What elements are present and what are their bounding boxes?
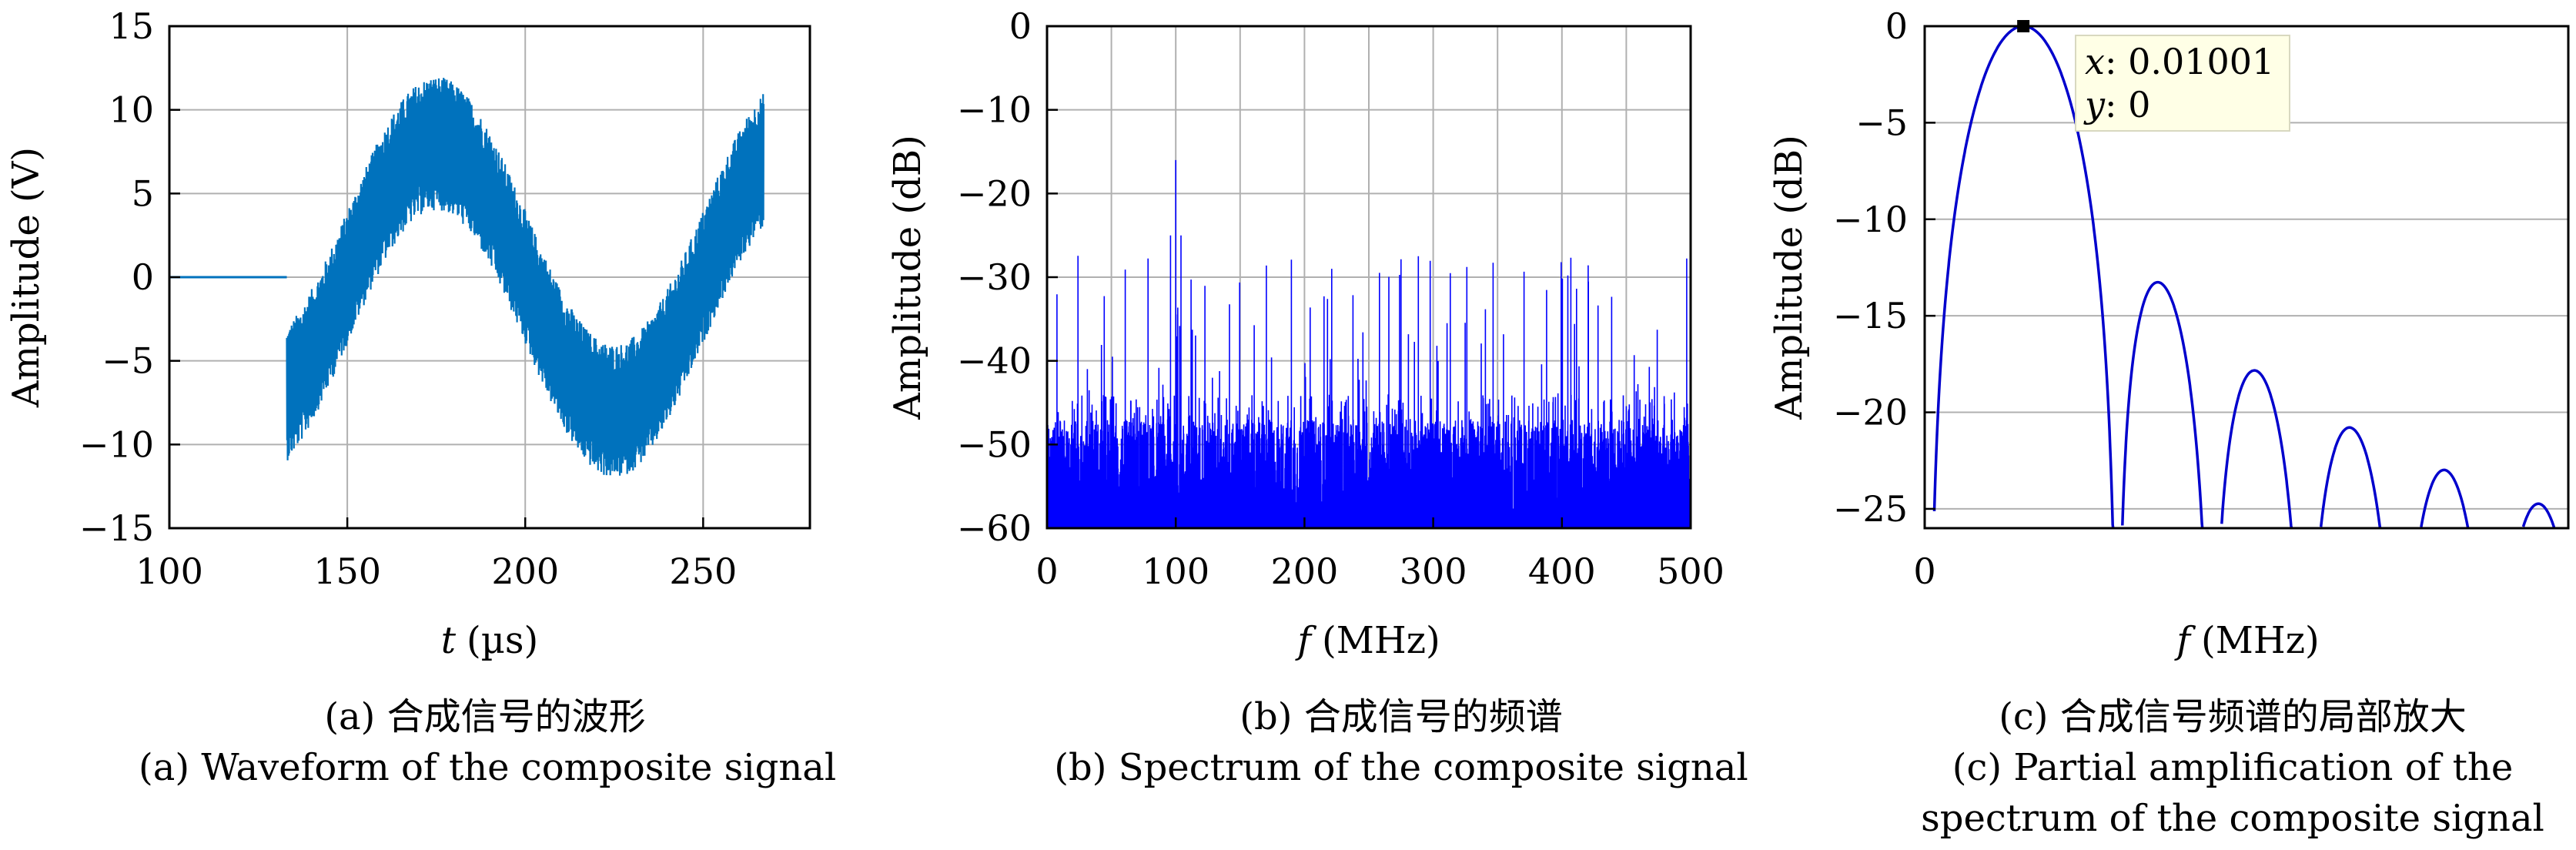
datatip-x-value: 0.01001 bbox=[2128, 41, 2274, 82]
panel-a-x-axis-label: t (µs) bbox=[441, 619, 539, 662]
y-tick-label: −15 bbox=[1833, 295, 1908, 336]
panel-c-datatip-marker bbox=[2017, 20, 2030, 32]
panel-c-x-var: f bbox=[2174, 619, 2196, 662]
y-tick-label: −5 bbox=[102, 340, 154, 382]
y-tick-label: 0 bbox=[132, 256, 154, 298]
x-tick-label: 500 bbox=[1657, 550, 1725, 592]
panel-c-datatip-x: x: 0.01001 bbox=[2085, 41, 2274, 82]
y-tick-label: 5 bbox=[132, 172, 154, 214]
y-tick-label: −40 bbox=[957, 340, 1032, 382]
x-tick-label: 100 bbox=[135, 550, 203, 592]
panel-c-ticks: 0−5−10−15−20−250 bbox=[1833, 5, 1936, 592]
panel-b-x-axis-label: f (MHz) bbox=[1295, 619, 1440, 662]
panel-a-x-var: t bbox=[441, 619, 457, 662]
y-tick-label: 15 bbox=[109, 5, 154, 47]
caption-b-en: (b) Spectrum of the composite signal bbox=[1054, 746, 1748, 789]
y-tick-label: −15 bbox=[79, 507, 154, 549]
caption-a: (a) 合成信号的波形 (a) Waveform of the composit… bbox=[139, 691, 837, 793]
datatip-x-sep: : bbox=[2105, 41, 2128, 82]
y-tick-label: −50 bbox=[957, 423, 1032, 465]
panel-b-ticks: 0 100 200 300 400 500 0 −10 −20 −30 −40 −50 −60 bbox=[957, 5, 1725, 592]
y-tick-label: −20 bbox=[957, 172, 1032, 214]
x-tick-label: 200 bbox=[1270, 550, 1338, 592]
caption-a-cn: (a) 合成信号的波形 bbox=[324, 695, 646, 738]
panel-c-axes-frame bbox=[1923, 25, 2570, 530]
panel-c-grid bbox=[1925, 122, 2568, 510]
panel-c-datatip-y: y: 0 bbox=[2083, 84, 2150, 125]
panel-a-waveform-line bbox=[169, 78, 764, 476]
x-tick-label: 0 bbox=[1913, 550, 1935, 592]
datatip-x-label: x bbox=[2085, 41, 2105, 82]
panel-b-x-unit: (MHz) bbox=[1322, 619, 1440, 662]
panel-b-spectrum: 0 100 200 300 400 500 0 −10 −20 −30 −40 −50 −60 Ampl… bbox=[886, 5, 1725, 662]
y-tick-label: 10 bbox=[109, 89, 154, 131]
datatip-y-label: y bbox=[2083, 84, 2106, 125]
caption-c-en-1: (c) Partial amplification of the bbox=[1952, 746, 2514, 789]
panel-c-datatip-box bbox=[2075, 35, 2290, 132]
y-tick-label: −30 bbox=[957, 256, 1032, 298]
x-tick-label: 100 bbox=[1142, 550, 1209, 592]
datatip-y-sep: : bbox=[2105, 84, 2128, 125]
panel-b-y-axis-label: Amplitude (dB) bbox=[886, 135, 929, 420]
panel-b-x-var: f bbox=[1295, 619, 1316, 662]
panel-c-y-axis-label: Amplitude (dB) bbox=[1768, 135, 1811, 420]
y-tick-label: −25 bbox=[1833, 488, 1908, 530]
datatip-y-value: 0 bbox=[2128, 84, 2150, 125]
waveform-composite-segment bbox=[286, 78, 764, 476]
x-tick-label: 150 bbox=[313, 550, 381, 592]
x-tick-label: 400 bbox=[1528, 550, 1596, 592]
y-tick-label: 0 bbox=[1885, 5, 1908, 47]
panel-a-waveform: 100 150 200 250 15 10 5 0 −5 −10 −15 Amplitude (V)… bbox=[5, 5, 811, 662]
x-tick-label: 300 bbox=[1400, 550, 1467, 592]
y-tick-label: −60 bbox=[957, 507, 1032, 549]
panel-c-zoomed-spectrum: 0−5−10−15−20−250 x: 0.01001 y: 0 Amplitu… bbox=[1768, 5, 2570, 662]
caption-c-en-2: spectrum of the composite signal bbox=[1921, 797, 2544, 840]
y-tick-label: −20 bbox=[1833, 392, 1908, 433]
panel-a-x-unit: (µs) bbox=[467, 619, 538, 662]
panel-a-y-axis-label: Amplitude (V) bbox=[5, 147, 48, 408]
y-tick-label: 0 bbox=[1009, 5, 1032, 47]
caption-a-en: (a) Waveform of the composite signal bbox=[139, 746, 837, 789]
caption-b: (b) 合成信号的频谱 (b) Spectrum of the composit… bbox=[1016, 691, 1786, 793]
caption-b-cn: (b) 合成信号的频谱 bbox=[1239, 695, 1563, 738]
panel-c-datatip: x: 0.01001 y: 0 bbox=[2075, 35, 2290, 132]
y-tick-label: −10 bbox=[1833, 199, 1908, 240]
panel-c-x-axis-label: f (MHz) bbox=[2174, 619, 2320, 662]
x-tick-label: 200 bbox=[491, 550, 559, 592]
caption-c: (c) 合成信号频谱的局部放大 (c) Partial amplificatio… bbox=[1894, 691, 2571, 844]
panel-a-ticks: 100 150 200 250 15 10 5 0 −5 −10 −15 bbox=[79, 5, 737, 592]
y-tick-label: −5 bbox=[1855, 102, 1908, 143]
y-tick-label: −10 bbox=[957, 89, 1032, 131]
panel-c-x-unit: (MHz) bbox=[2201, 619, 2320, 662]
x-tick-label: 250 bbox=[669, 550, 737, 592]
y-tick-label: −10 bbox=[79, 423, 154, 465]
x-tick-label: 0 bbox=[1035, 550, 1058, 592]
caption-c-cn: (c) 合成信号频谱的局部放大 bbox=[1999, 695, 2467, 738]
